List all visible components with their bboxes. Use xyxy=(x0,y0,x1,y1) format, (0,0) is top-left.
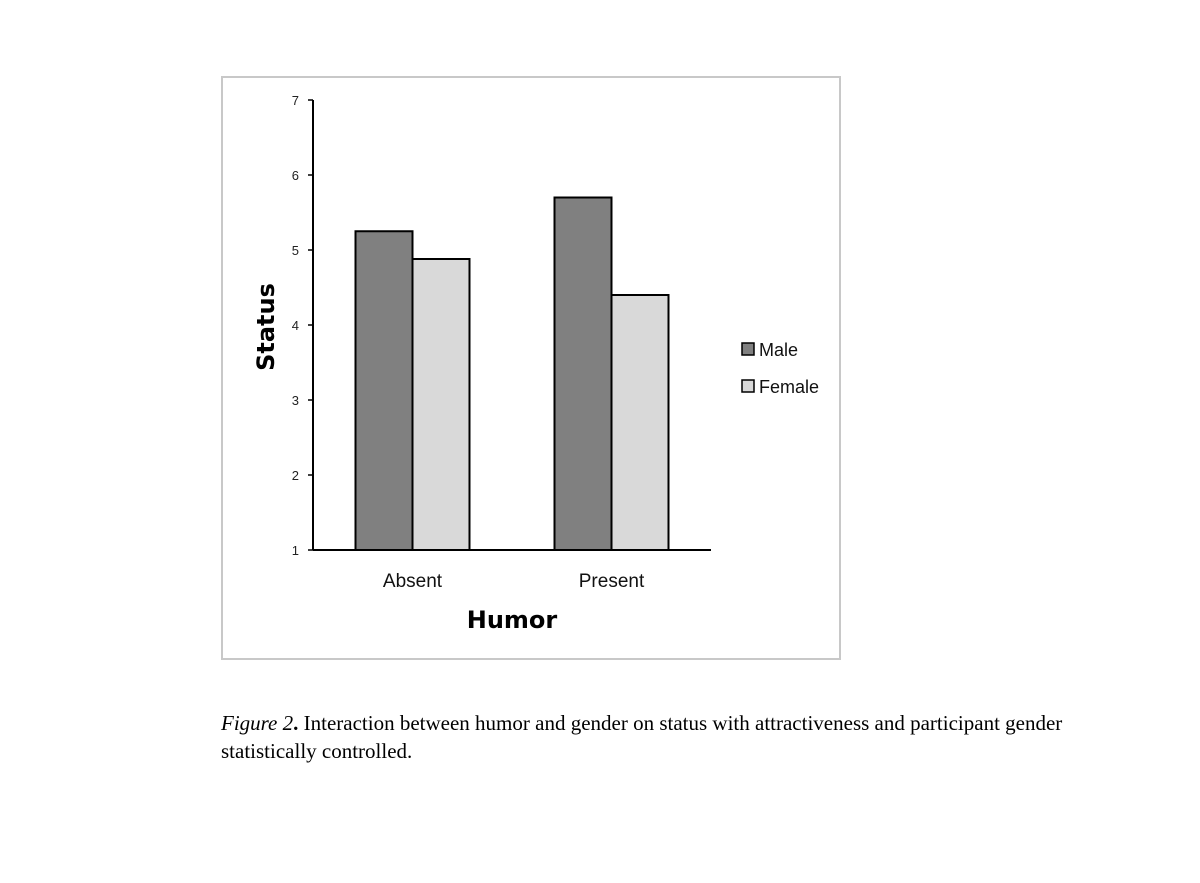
bar-chart: Absent Present 1 2 3 4 5 6 7 Humor Status Male Femal… xyxy=(252,93,819,634)
legend-swatch-female xyxy=(741,379,755,393)
bar-male-present xyxy=(553,196,613,551)
chart-frame: Absent Present 1 2 3 4 5 6 7 Humor Status Male Femal… xyxy=(221,76,841,660)
y-tick-label: 4 xyxy=(292,318,299,333)
y-tick-label: 3 xyxy=(292,393,299,408)
x-tick-label-present: Present xyxy=(579,571,645,592)
legend-label-female: Female xyxy=(759,377,819,397)
y-tick-label: 5 xyxy=(292,243,299,258)
x-tick-label-absent: Absent xyxy=(383,571,443,592)
bar-female-absent xyxy=(411,258,471,551)
y-tick-label: 1 xyxy=(292,543,299,558)
legend-label-male: Male xyxy=(759,340,798,360)
figure-label-dot: . xyxy=(293,711,299,735)
figure-caption: Figure 2. Interaction between humor and … xyxy=(221,709,1121,765)
y-tick-label: 6 xyxy=(292,168,299,183)
figure-caption-text: Interaction between humor and gender on … xyxy=(221,711,1063,763)
legend-swatch-male xyxy=(741,342,755,356)
figure-label: Figure 2 xyxy=(221,711,294,735)
x-axis-title: Humor xyxy=(467,606,558,634)
y-tick-label: 7 xyxy=(292,93,299,108)
bar-female-present xyxy=(610,294,670,551)
y-axis-title: Status xyxy=(252,283,280,371)
y-tick-label: 2 xyxy=(292,468,299,483)
bar-male-absent xyxy=(354,230,414,551)
